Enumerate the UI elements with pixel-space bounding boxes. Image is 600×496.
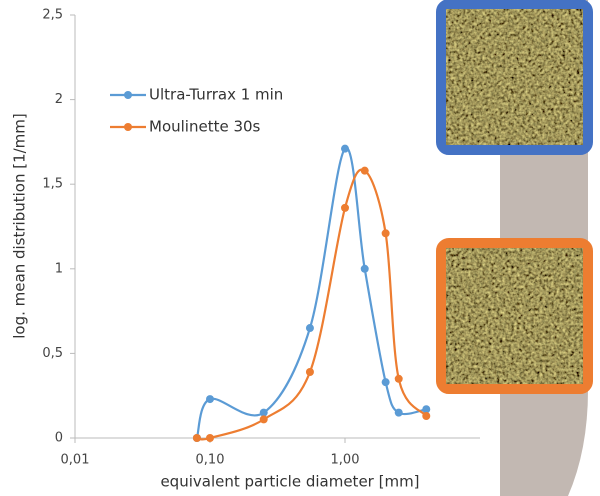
y-tick-label: 2,5 [42, 8, 63, 23]
point [422, 405, 431, 414]
y-tick-label: 1,5 [42, 177, 63, 192]
point [341, 144, 349, 153]
point [259, 408, 268, 417]
legend-marker [124, 123, 132, 131]
x-axis-title: equivalent particle diameter [mm] [160, 473, 419, 491]
photo-frame [436, 238, 593, 394]
y-tick-label: 1 [55, 261, 63, 276]
x-tick-label: 0,01 [61, 453, 90, 468]
point [381, 229, 390, 238]
point [206, 395, 214, 404]
legend-label: Ultra-Turrax 1 min [149, 86, 283, 104]
y-tick-label: 0 [55, 431, 63, 446]
x-tick-label: 1,00 [331, 453, 360, 468]
photo-frame [436, 0, 593, 155]
point [360, 264, 369, 273]
x-tick-label: 0,10 [196, 453, 225, 468]
y-axis-title: log. mean distribution [1/mm] [11, 113, 29, 338]
point [341, 203, 349, 212]
point [360, 166, 369, 175]
point [381, 378, 390, 387]
point [259, 415, 268, 424]
point [394, 374, 403, 383]
legend-marker [124, 91, 132, 99]
point [206, 434, 214, 442]
series-line [196, 168, 428, 441]
y-tick-label: 0,5 [42, 346, 63, 361]
y-tick-label: 2 [55, 92, 63, 107]
point [192, 434, 201, 442]
legend-label: Moulinette 30s [149, 118, 261, 136]
point [422, 412, 431, 421]
photo [446, 9, 583, 145]
photo [446, 248, 583, 384]
point [305, 324, 314, 333]
point [394, 408, 403, 417]
point [305, 368, 314, 377]
